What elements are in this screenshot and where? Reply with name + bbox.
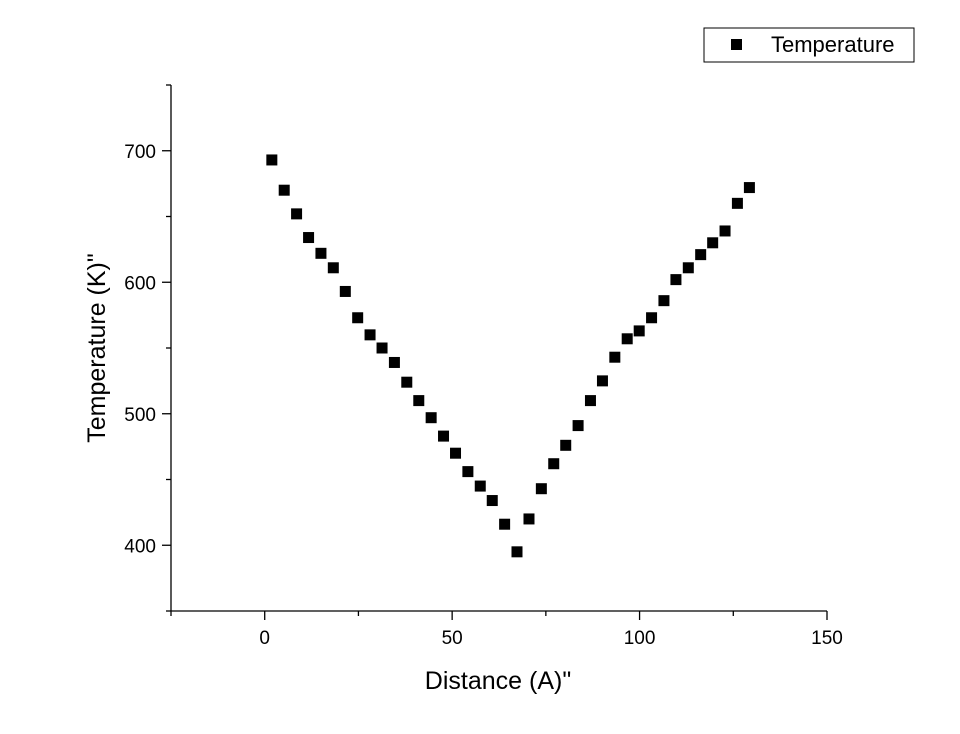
data-point <box>695 249 707 261</box>
data-point <box>388 356 400 368</box>
data-point <box>707 237 719 249</box>
x-tick-label: 100 <box>624 628 656 649</box>
axis-ticks <box>162 84 828 620</box>
x-tick-label: 50 <box>442 628 463 649</box>
x-axis-title: Distance (A)" <box>425 667 571 695</box>
data-point <box>499 518 511 530</box>
data-point <box>401 376 413 388</box>
data-point <box>548 458 560 470</box>
data-point <box>413 395 425 407</box>
data-point <box>646 312 658 324</box>
data-point <box>303 232 315 244</box>
data-point <box>425 412 437 424</box>
data-point <box>486 495 498 507</box>
data-point <box>339 285 351 297</box>
data-point <box>609 351 621 363</box>
data-point <box>596 375 608 387</box>
data-point <box>572 420 584 432</box>
y-tick-label: 400 <box>124 536 156 557</box>
data-point <box>682 262 694 274</box>
legend: Temperature <box>703 27 915 63</box>
data-points <box>266 154 755 558</box>
data-point <box>658 295 670 307</box>
y-tick-label: 600 <box>124 273 156 294</box>
data-point <box>352 312 364 324</box>
data-point <box>474 480 486 492</box>
data-point <box>315 247 327 259</box>
data-point <box>584 395 596 407</box>
y-axis-title: Temperature (K)" <box>83 253 111 443</box>
x-tick-label: 0 <box>259 628 270 649</box>
data-point <box>535 483 547 495</box>
data-point <box>266 154 278 166</box>
legend-label: Temperature <box>771 32 895 57</box>
data-point <box>560 439 572 451</box>
data-point <box>511 546 523 558</box>
data-point <box>633 325 645 337</box>
data-point <box>450 447 462 459</box>
legend-marker <box>731 39 742 50</box>
data-point <box>278 184 290 196</box>
data-point <box>327 262 339 274</box>
y-tick-label: 500 <box>124 405 156 426</box>
data-point <box>731 197 743 209</box>
data-point <box>291 208 303 220</box>
data-point <box>438 430 450 442</box>
tick-labels: 0 50 100 150 400 500 600 700 <box>124 142 843 649</box>
data-point <box>719 225 731 237</box>
data-point <box>462 466 474 478</box>
data-point <box>743 182 755 194</box>
data-point <box>364 329 376 341</box>
y-tick-label: 700 <box>124 142 156 163</box>
x-tick-label: 150 <box>811 628 843 649</box>
data-point <box>523 513 535 525</box>
data-point <box>376 342 388 354</box>
data-point <box>621 333 633 345</box>
data-point <box>670 274 682 286</box>
